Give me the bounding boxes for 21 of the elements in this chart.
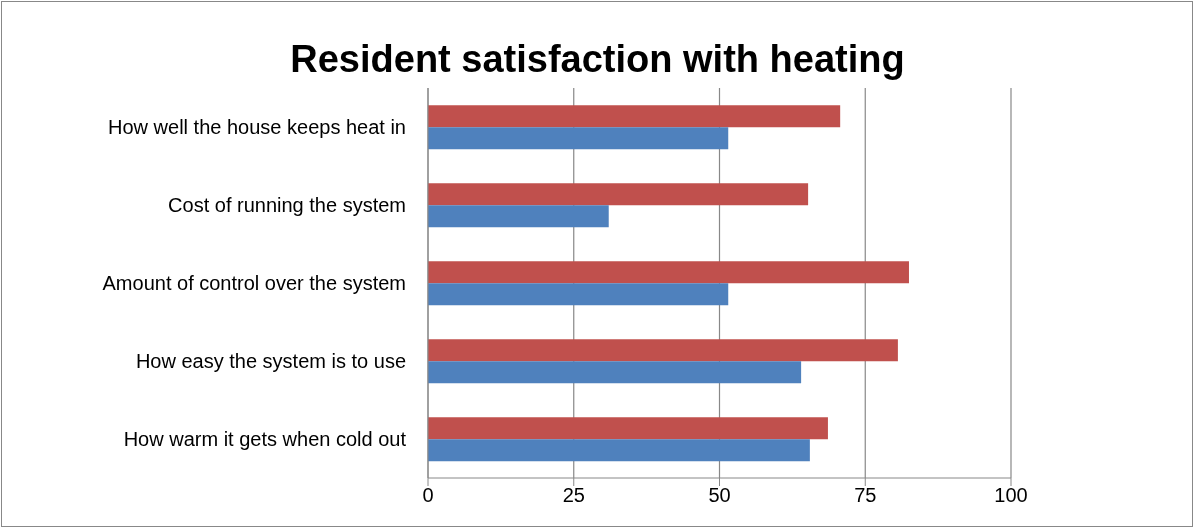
bar: [428, 417, 828, 440]
y-tick-label: Amount of control over the system: [102, 272, 406, 295]
x-tick-label: 100: [994, 484, 1028, 507]
bar: [428, 261, 909, 284]
bar: [428, 361, 802, 384]
y-tick-label: How well the house keeps heat in: [108, 116, 406, 139]
y-tick-label: Cost of running the system: [168, 194, 406, 217]
chart-title: Resident satisfaction with heating: [289, 38, 906, 81]
bar: [428, 183, 809, 206]
bar: [428, 205, 609, 228]
y-tick-label: How easy the system is to use: [135, 350, 406, 373]
bar: [428, 105, 841, 128]
x-tick-label: 0: [422, 484, 434, 507]
bar: [428, 439, 810, 462]
x-tick-label: 25: [562, 484, 585, 507]
y-tick-label: How warm it gets when cold out: [123, 428, 407, 451]
x-tick-label: 75: [854, 484, 877, 507]
bar: [428, 283, 729, 306]
bar: [428, 339, 898, 362]
x-tick-label: 50: [708, 484, 731, 507]
bar: [428, 127, 729, 150]
